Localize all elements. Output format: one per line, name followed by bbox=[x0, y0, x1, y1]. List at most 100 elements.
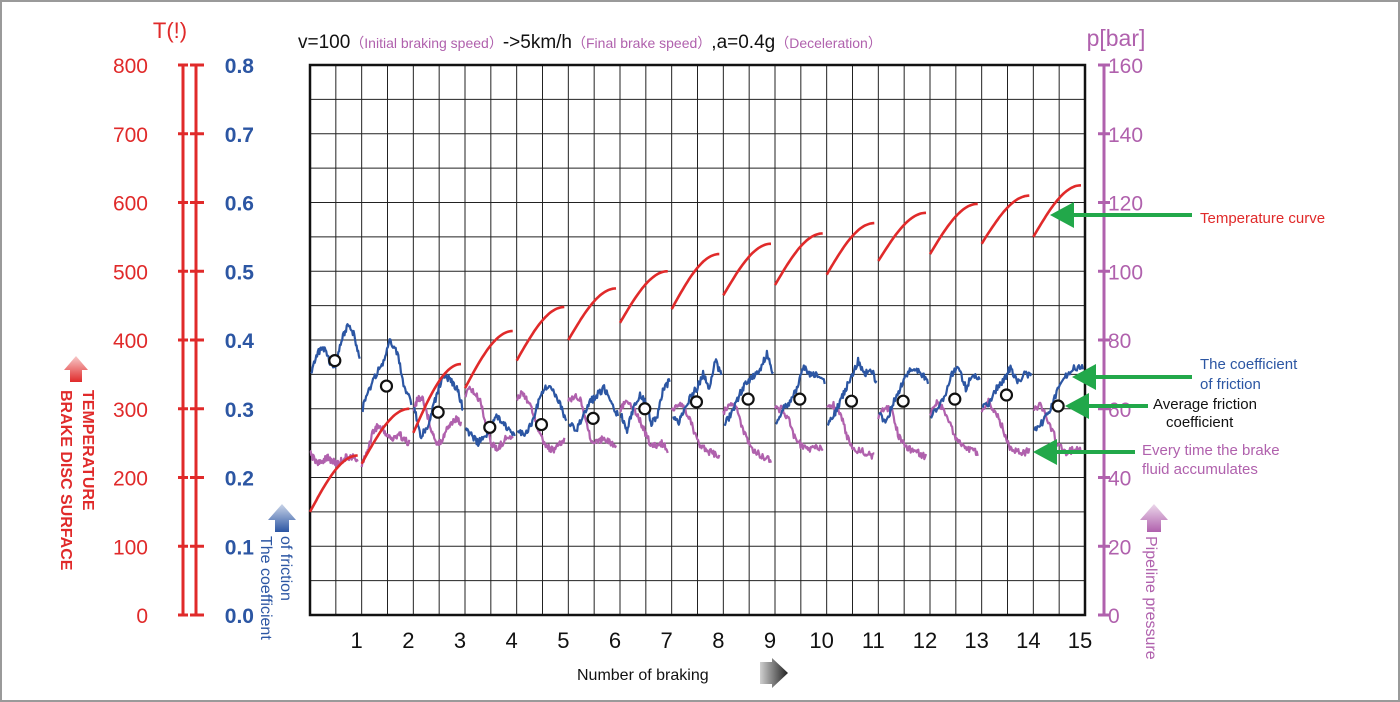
annotation-friction-line2: of friction bbox=[1200, 376, 1261, 393]
temperature-tick-label: 400 bbox=[113, 330, 148, 353]
pressure-line bbox=[516, 390, 566, 454]
pressure-tick-label: 0 bbox=[1108, 605, 1120, 628]
x-tick-label: 4 bbox=[506, 628, 518, 653]
svg-text:Number of braking: Number of braking bbox=[577, 667, 709, 684]
friction-tick-label: 0.3 bbox=[225, 399, 254, 422]
x-tick-label: 6 bbox=[609, 628, 621, 653]
pressure-line bbox=[670, 401, 721, 459]
temperature-line bbox=[463, 329, 513, 389]
temperature-line bbox=[360, 407, 410, 465]
axis-ticks: 0 0.0 0 100 0.1 20 200 0.2 40 300 0.3 60 400 0.4 80 500… bbox=[113, 55, 1143, 653]
annotations: Temperature curve The coefficient of fri… bbox=[1142, 210, 1325, 478]
average-friction-point bbox=[793, 392, 807, 406]
x-tick-label: 11 bbox=[862, 628, 885, 653]
annotation-arrows bbox=[1033, 202, 1192, 465]
pressure-line bbox=[567, 393, 618, 449]
annotation-temperature-curve: Temperature curve bbox=[1200, 210, 1325, 227]
friction-tick-label: 0.6 bbox=[225, 193, 254, 216]
pressure-tick-label: 60 bbox=[1108, 399, 1131, 422]
average-friction-point bbox=[844, 394, 859, 408]
friction-line bbox=[516, 384, 568, 437]
arrow-head bbox=[1072, 364, 1096, 390]
pressure-line bbox=[360, 423, 411, 468]
temperature-line bbox=[928, 202, 978, 255]
chart-title: v=100（Initial braking speed）->5km/h（Fina… bbox=[298, 32, 882, 53]
friction-tick-label: 0.0 bbox=[225, 605, 254, 628]
pressure-tick-label: 160 bbox=[1108, 55, 1143, 78]
x-tick-label: 13 bbox=[964, 628, 988, 653]
temperature-line bbox=[877, 211, 927, 262]
svg-text:Pipeline pressure: Pipeline pressure bbox=[1142, 536, 1159, 660]
average-friction-point bbox=[431, 405, 445, 419]
average-friction-points bbox=[328, 354, 1065, 434]
friction-line bbox=[568, 384, 620, 433]
pressure-tick-label: 80 bbox=[1108, 330, 1131, 353]
friction-tick-label: 0.8 bbox=[225, 55, 255, 78]
average-friction-point bbox=[328, 354, 342, 368]
temperature-line bbox=[412, 362, 462, 434]
svg-text:TEMPERATURE: TEMPERATURE bbox=[79, 390, 96, 511]
friction-line bbox=[1033, 364, 1085, 432]
annotation-fluid-line2: fluid accumulates bbox=[1142, 461, 1258, 478]
temperature-line bbox=[825, 221, 875, 276]
average-friction-point bbox=[534, 417, 549, 432]
temperature-axis-title: TEMPERATURE BRAKE DISC SURFACE bbox=[57, 356, 96, 571]
friction-line bbox=[413, 373, 464, 440]
x-tick-label: 9 bbox=[764, 628, 776, 653]
average-friction-point bbox=[741, 392, 755, 406]
temperature-tick-label: 500 bbox=[113, 261, 148, 284]
temperature-line bbox=[980, 194, 1030, 245]
svg-text:of friction: of friction bbox=[277, 536, 294, 601]
plot-border bbox=[308, 63, 1087, 617]
average-friction-point bbox=[689, 395, 704, 409]
pressure-tick-label: 100 bbox=[1108, 261, 1143, 284]
friction-tick-label: 0.1 bbox=[225, 536, 255, 559]
temperature-line bbox=[308, 454, 358, 513]
pressure-tick-label: 120 bbox=[1108, 193, 1143, 216]
temperature-unit-label: T(!) bbox=[153, 18, 187, 43]
svg-text:The coefficient: The coefficient bbox=[257, 536, 274, 640]
annotation-avg-line1: Average friction bbox=[1153, 396, 1257, 413]
grid bbox=[310, 65, 1085, 615]
temperature-tick-label: 300 bbox=[113, 399, 148, 422]
x-tick-label: 1 bbox=[351, 628, 363, 653]
pressure-unit-label: p[bar] bbox=[1087, 25, 1146, 51]
friction-line bbox=[310, 323, 361, 374]
temperature-tick-label: 700 bbox=[113, 124, 148, 147]
average-friction-point bbox=[948, 392, 962, 406]
x-axis-title: Number of braking bbox=[577, 658, 788, 688]
x-tick-label: 15 bbox=[1068, 628, 1092, 653]
temperature-line bbox=[1032, 184, 1082, 238]
temperature-line bbox=[515, 305, 565, 362]
pressure-line bbox=[877, 405, 928, 461]
pressure-series bbox=[309, 385, 1083, 468]
pressure-axis-title: Pipeline pressure bbox=[1140, 504, 1168, 660]
temperature-line bbox=[670, 252, 720, 310]
annotation-fluid-line1: Every time the brake bbox=[1142, 442, 1280, 459]
temperature-tick-label: 600 bbox=[113, 193, 148, 216]
temperature-tick-label: 0 bbox=[136, 605, 148, 628]
average-friction-point bbox=[999, 388, 1014, 402]
friction-line bbox=[723, 349, 774, 426]
temperature-tick-label: 800 bbox=[113, 55, 148, 78]
friction-line bbox=[930, 365, 981, 419]
pressure-line bbox=[618, 399, 669, 454]
pressure-tick-label: 140 bbox=[1108, 124, 1143, 147]
arrow-head bbox=[1065, 393, 1089, 419]
friction-tick-label: 0.5 bbox=[225, 261, 255, 284]
temperature-line bbox=[773, 232, 823, 286]
temperature-tick-label: 100 bbox=[113, 536, 148, 559]
average-friction-point bbox=[1051, 399, 1065, 413]
x-tick-label: 2 bbox=[402, 628, 414, 653]
friction-tick-label: 0.7 bbox=[225, 124, 254, 147]
friction-line bbox=[672, 358, 723, 426]
friction-line bbox=[981, 364, 1033, 409]
pressure-tick-label: 40 bbox=[1108, 468, 1131, 491]
annotation-friction-line1: The coefficient bbox=[1200, 356, 1298, 373]
temperature-line bbox=[567, 287, 617, 341]
x-tick-label: 5 bbox=[557, 628, 569, 653]
pressure-line bbox=[722, 402, 773, 464]
friction-line bbox=[775, 364, 826, 425]
x-tick-label: 8 bbox=[712, 628, 724, 653]
x-tick-label: 12 bbox=[913, 628, 937, 653]
